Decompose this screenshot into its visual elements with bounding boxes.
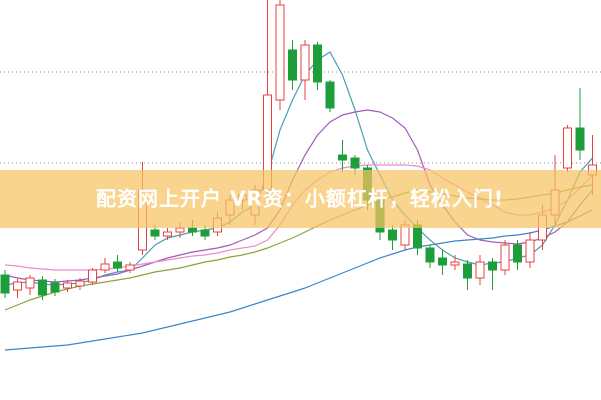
candles	[0, 0, 597, 300]
candle-body	[63, 282, 72, 289]
candle-body	[575, 127, 585, 151]
candle-body	[513, 244, 522, 263]
ma-line	[4, 209, 593, 351]
candle-body	[525, 239, 535, 263]
candle-body	[163, 231, 172, 237]
candle-body	[125, 264, 135, 271]
candle-body	[100, 263, 110, 271]
candle-body	[325, 81, 335, 109]
candle-body	[350, 157, 360, 169]
candle-body	[175, 227, 185, 233]
candle-body	[438, 257, 447, 266]
candle-body	[563, 127, 572, 169]
candle-body	[113, 261, 122, 269]
candle-body	[500, 244, 510, 271]
banner	[0, 170, 601, 228]
candle-body	[0, 274, 10, 294]
candle-body	[488, 261, 497, 271]
candle-body	[288, 49, 297, 81]
ma-line	[4, 109, 593, 283]
candle-body	[38, 279, 47, 296]
candle-body	[150, 229, 160, 237]
candle-body	[50, 282, 60, 293]
candle-body	[425, 247, 435, 263]
candle-body	[463, 263, 472, 279]
candle-body	[188, 227, 197, 233]
candle-body	[25, 277, 35, 289]
candle-body	[300, 44, 310, 81]
candle-body	[75, 280, 85, 287]
candle-body	[338, 154, 347, 161]
candle-body	[475, 261, 485, 279]
candle-body	[13, 281, 22, 291]
candle-body	[275, 4, 285, 101]
candle-body	[88, 269, 97, 283]
banner-title: 配资网上开户 VR资：小额杠杆，轻松入门!	[96, 187, 504, 211]
candle-body	[450, 261, 460, 266]
candle-body	[413, 224, 422, 249]
candle-body	[388, 229, 397, 241]
candle-body	[200, 229, 210, 237]
candle-body	[313, 44, 322, 83]
